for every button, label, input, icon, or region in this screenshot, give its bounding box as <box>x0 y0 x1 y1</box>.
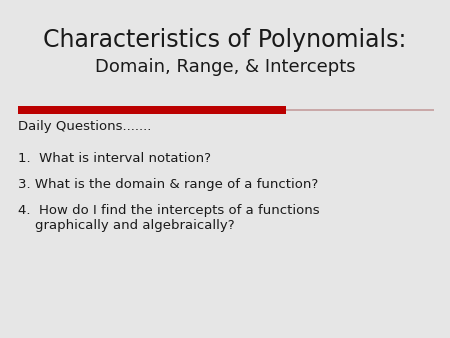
Text: Domain, Range, & Intercepts: Domain, Range, & Intercepts <box>94 58 356 76</box>
Text: 4.  How do I find the intercepts of a functions
    graphically and algebraicall: 4. How do I find the intercepts of a fun… <box>18 204 319 232</box>
Text: Characteristics of Polynomials:: Characteristics of Polynomials: <box>43 28 407 52</box>
Text: 3. What is the domain & range of a function?: 3. What is the domain & range of a funct… <box>18 178 318 191</box>
Text: Daily Questions.......: Daily Questions....... <box>18 120 151 133</box>
Text: 1.  What is interval notation?: 1. What is interval notation? <box>18 152 211 165</box>
Bar <box>286 109 434 111</box>
Bar <box>18 106 286 114</box>
